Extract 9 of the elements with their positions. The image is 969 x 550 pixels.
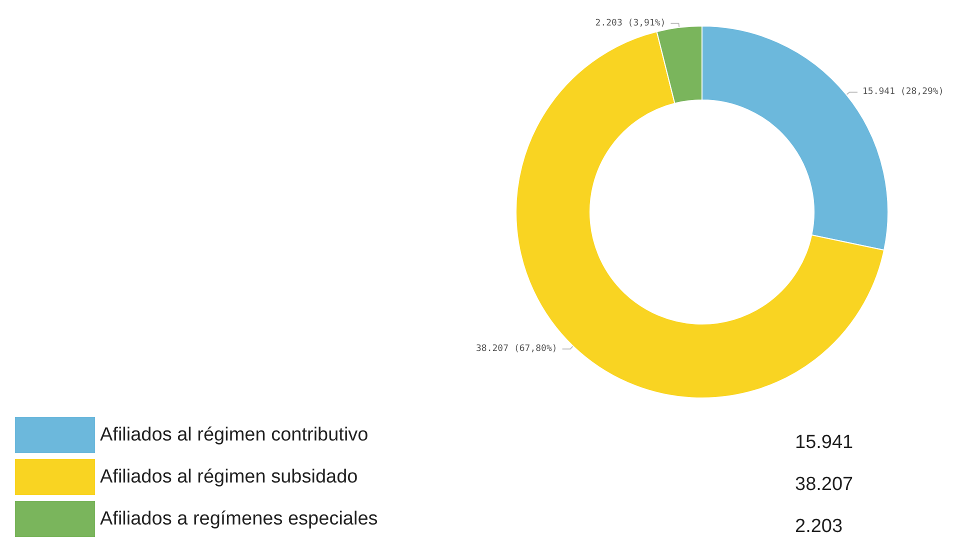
text: 15.941 [795,432,854,454]
data-label: 15.941 (28,29%) [862,87,944,98]
data-label: 38.207 (67,80%) [476,344,558,354]
data-label: 2.203 (3,91%) [595,18,666,28]
legend-label: Afiliados al régimen subsidado [100,466,358,488]
text: 38.207 [795,474,854,496]
legend-label: Afiliados a regímenes especiales [100,508,378,530]
legend-label: Afiliados al régimen contributivo [100,424,368,446]
text: 2.203 [795,516,843,538]
